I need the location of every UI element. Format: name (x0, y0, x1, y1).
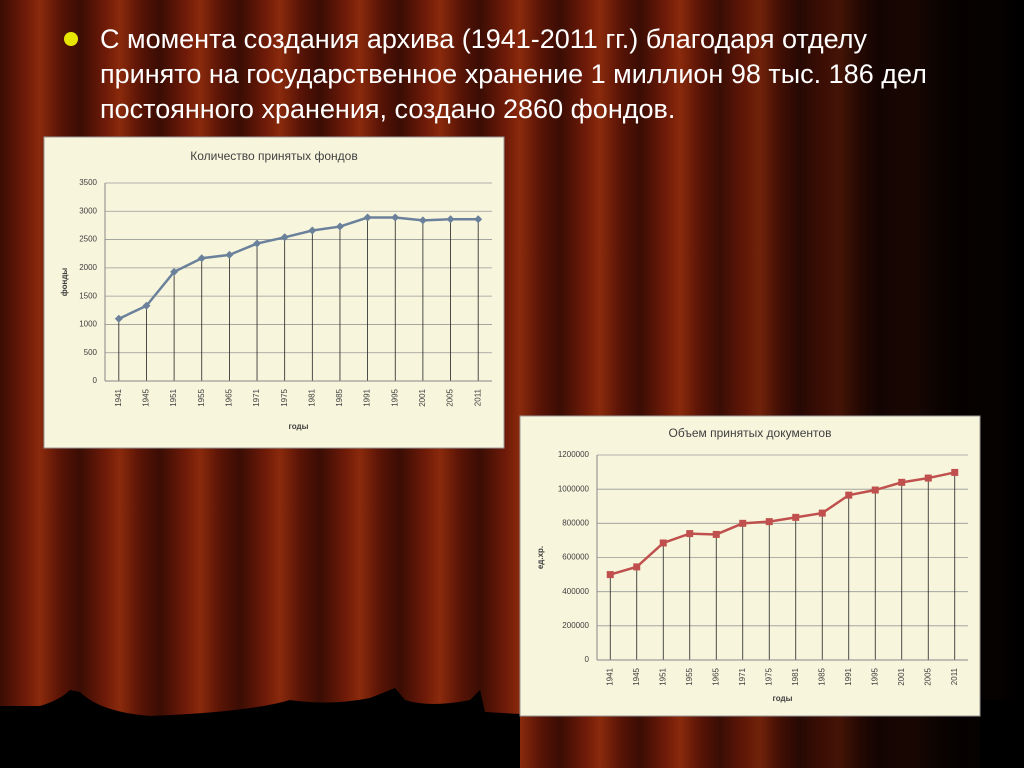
marker (633, 563, 641, 571)
x-tick-label: 1975 (764, 667, 773, 685)
marker (335, 222, 344, 231)
marker (363, 213, 372, 222)
x-tick-label: 1971 (738, 667, 747, 685)
x-tick-label: 1995 (870, 667, 879, 685)
x-tick-label: 1941 (114, 388, 123, 406)
y-tick-label: 0 (93, 376, 98, 385)
marker (308, 226, 317, 235)
marker (391, 213, 400, 222)
marker (792, 513, 800, 521)
chart: Количество принятых фондов 0 500 1000 1500 20… (43, 136, 505, 449)
y-tick-label: 1000 (79, 320, 97, 329)
marker (765, 518, 773, 526)
stage-edge (0, 688, 520, 768)
chart-title: Количество принятых фондов (190, 149, 357, 163)
y-tick-label: 200000 (562, 621, 589, 630)
chart-area (519, 415, 981, 717)
x-tick-label: 2001 (897, 667, 906, 685)
x-tick-label: 1955 (197, 388, 206, 406)
x-tick-label: 1975 (280, 388, 289, 406)
y-tick-label: 600000 (562, 553, 589, 562)
marker (818, 509, 826, 517)
marker (142, 301, 151, 310)
series-line (609, 471, 956, 576)
x-tick-label: 1965 (711, 667, 720, 685)
marker (606, 571, 614, 579)
marker (951, 468, 959, 476)
marker (924, 474, 932, 482)
y-tick-label: 2500 (79, 235, 97, 244)
stage-edge (980, 700, 1024, 768)
marker (739, 519, 747, 527)
marker (712, 530, 720, 538)
x-tick-label: 1981 (307, 388, 316, 406)
marker (225, 250, 234, 259)
marker (280, 233, 289, 242)
bullet-text: С момента создания архива (1941-2011 гг.… (100, 24, 927, 124)
chart: Объем принятых документов 0 200000 400000 60… (519, 415, 981, 717)
x-tick-label: 2011 (473, 388, 482, 406)
x-tick-label: 1945 (142, 388, 151, 406)
y-tick-label: 500 (84, 348, 98, 357)
y-axis-label: фонды (60, 268, 69, 297)
y-tick-label: 1500 (79, 291, 97, 300)
x-tick-label: 1945 (632, 667, 641, 685)
x-tick-label: 1981 (791, 667, 800, 685)
y-tick-label: 1000000 (558, 484, 590, 493)
marker (686, 530, 694, 538)
x-tick-label: 1985 (335, 388, 344, 406)
y-tick-label: 3000 (79, 206, 97, 215)
x-tick-label: 1941 (605, 667, 614, 685)
bullet-marker (64, 32, 78, 46)
x-axis-label: годы (773, 694, 793, 703)
y-tick-label: 400000 (562, 587, 589, 596)
x-axis-label: годы (289, 422, 309, 431)
x-tick-label: 1955 (685, 667, 694, 685)
x-tick-label: 1951 (169, 388, 178, 406)
marker (898, 478, 906, 486)
marker (170, 267, 179, 276)
x-tick-label: 2011 (950, 667, 959, 685)
x-tick-label: 1971 (252, 388, 261, 406)
x-tick-label: 1965 (225, 388, 234, 406)
x-tick-label: 2005 (923, 667, 932, 685)
marker (253, 239, 262, 248)
x-tick-label: 1991 (363, 388, 372, 406)
x-tick-label: 2005 (446, 388, 455, 406)
y-tick-label: 2000 (79, 263, 97, 272)
y-tick-label: 1200000 (558, 450, 590, 459)
marker (871, 486, 879, 494)
chart-title: Объем принятых документов (669, 426, 832, 440)
marker (197, 254, 206, 263)
y-axis-label: ед.хр. (536, 546, 545, 569)
marker (114, 314, 123, 323)
series-line (118, 216, 479, 320)
x-tick-label: 1985 (817, 667, 826, 685)
x-tick-label: 1991 (844, 667, 853, 685)
y-tick-label: 3500 (79, 178, 97, 187)
y-tick-label: 800000 (562, 518, 589, 527)
x-tick-label: 2001 (418, 388, 427, 406)
marker (474, 215, 483, 224)
chart-area (43, 136, 505, 449)
y-tick-label: 0 (585, 655, 590, 664)
marker (845, 491, 853, 499)
marker (659, 539, 667, 547)
marker (418, 216, 427, 225)
x-tick-label: 1995 (390, 388, 399, 406)
marker (446, 215, 455, 224)
x-tick-label: 1951 (658, 667, 667, 685)
